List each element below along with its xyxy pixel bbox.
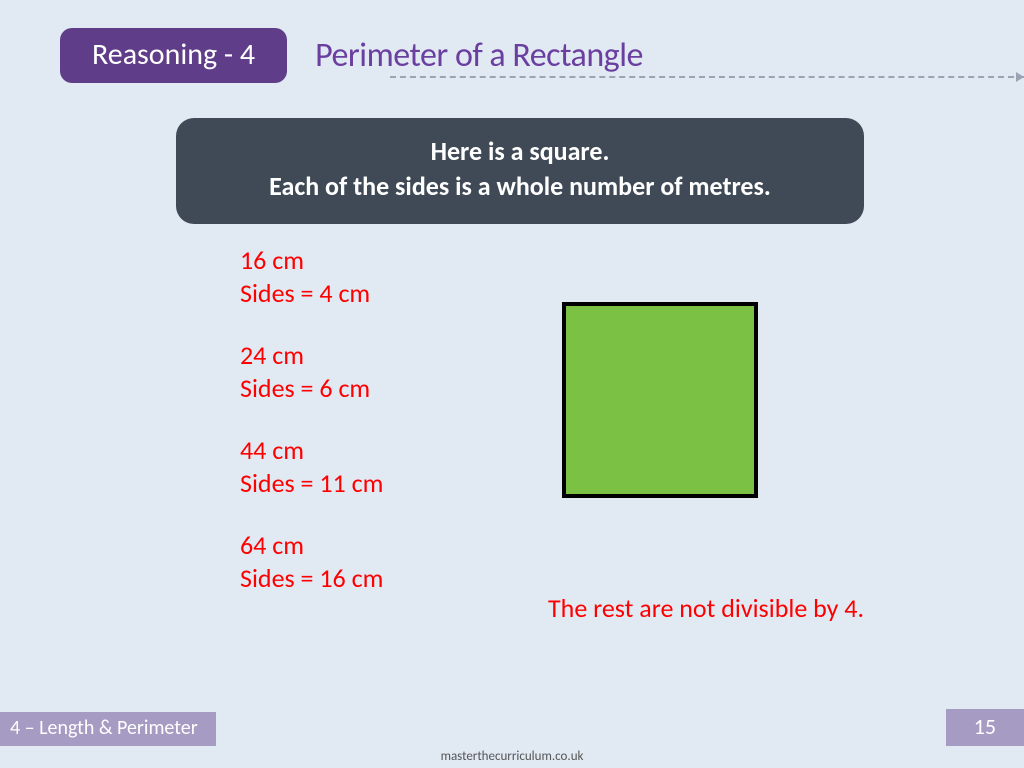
answer-item: 16 cm Sides = 4 cm bbox=[240, 244, 383, 309]
header-row: Reasoning - 4 Perimeter of a Rectangle bbox=[60, 28, 1024, 83]
instruction-line-1: Here is a square. bbox=[196, 134, 844, 169]
answer-sides: Sides = 6 cm bbox=[240, 372, 383, 405]
answer-perimeter: 44 cm bbox=[240, 434, 383, 467]
instruction-line-2: Each of the sides is a whole number of m… bbox=[196, 169, 844, 204]
answer-perimeter: 64 cm bbox=[240, 529, 383, 562]
reasoning-badge: Reasoning - 4 bbox=[60, 28, 287, 83]
title-underline-arrow bbox=[1016, 72, 1024, 82]
answers-list: 16 cm Sides = 4 cm 24 cm Sides = 6 cm 44… bbox=[240, 244, 383, 594]
answer-sides: Sides = 11 cm bbox=[240, 467, 383, 500]
answer-sides: Sides = 4 cm bbox=[240, 277, 383, 310]
answer-item: 24 cm Sides = 6 cm bbox=[240, 339, 383, 404]
footer-page-number: 15 bbox=[946, 709, 1024, 746]
answer-item: 64 cm Sides = 16 cm bbox=[240, 529, 383, 594]
answer-item: 44 cm Sides = 11 cm bbox=[240, 434, 383, 499]
answer-sides: Sides = 16 cm bbox=[240, 562, 383, 595]
title-underline bbox=[390, 76, 1024, 78]
footer-attribution: masterthecurriculum.co.uk bbox=[0, 749, 1024, 764]
footer-topic: 4 – Length & Perimeter bbox=[0, 712, 216, 746]
instruction-panel: Here is a square. Each of the sides is a… bbox=[176, 118, 864, 224]
answer-perimeter: 24 cm bbox=[240, 339, 383, 372]
square-diagram bbox=[562, 302, 758, 498]
slide-title: Perimeter of a Rectangle bbox=[315, 35, 643, 76]
divisibility-note: The rest are not divisible by 4. bbox=[548, 592, 864, 624]
answer-perimeter: 16 cm bbox=[240, 244, 383, 277]
